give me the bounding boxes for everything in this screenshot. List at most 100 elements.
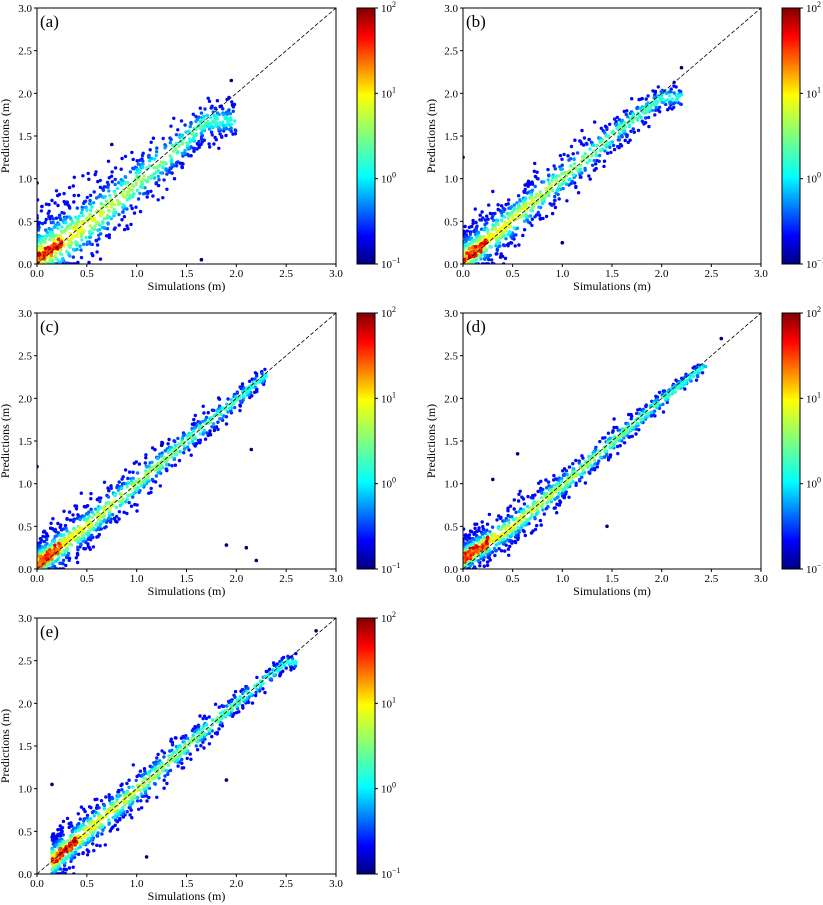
- scatter-point: [653, 404, 657, 408]
- scatter-point: [97, 825, 101, 829]
- scatter-point: [129, 204, 133, 208]
- scatter-point: [511, 517, 516, 522]
- scatter-point: [249, 692, 253, 696]
- scatter-point: [110, 501, 115, 505]
- scatter-point: [123, 813, 127, 817]
- y-tick-label: 0.0: [444, 564, 458, 576]
- scatter-point: [241, 691, 245, 696]
- scatter-point: [643, 411, 648, 416]
- scatter-point: [115, 804, 120, 808]
- scatter-point: [463, 235, 467, 239]
- scatter-point: [506, 547, 511, 551]
- scatter-point: [649, 413, 654, 418]
- scatter-point: [530, 217, 534, 221]
- scatter-point: [71, 235, 75, 239]
- scatter-point: [205, 421, 210, 426]
- scatter-point: [52, 245, 57, 250]
- scatter-point: [201, 419, 205, 424]
- scatter-point: [526, 505, 530, 509]
- scatter-point: [554, 179, 559, 183]
- scatter-point: [176, 443, 180, 447]
- scatter-point: [216, 420, 220, 424]
- scatter-point: [218, 104, 222, 109]
- scatter-point: [97, 233, 101, 237]
- scatter-point: [68, 223, 73, 227]
- scatter-point: [626, 115, 630, 119]
- scatter-point: [210, 734, 214, 739]
- scatter-point: [125, 485, 129, 489]
- scatter-point: [51, 865, 56, 869]
- scatter-point: [563, 485, 567, 490]
- scatter-point: [576, 191, 581, 195]
- scatter-point: [203, 418, 208, 422]
- scatter-point: [105, 205, 109, 209]
- scatter-point: [617, 135, 621, 139]
- scatter-point: [127, 778, 131, 782]
- scatter-point: [67, 226, 71, 231]
- scatter-point: [170, 743, 175, 747]
- scatter-point: [615, 425, 619, 430]
- scatter-point: [198, 714, 202, 718]
- colorbar-tick-label: 100: [381, 171, 396, 186]
- scatter-point: [534, 501, 538, 505]
- scatter-point: [141, 177, 145, 181]
- density-scatter-points: [37, 78, 238, 264]
- scatter-point: [571, 462, 575, 466]
- scatter-point: [80, 823, 85, 828]
- scatter-point: [93, 224, 97, 228]
- scatter-point: [104, 234, 109, 238]
- scatter-point: [669, 87, 673, 91]
- x-tick-label: 3.0: [329, 573, 343, 585]
- scatter-point: [478, 245, 483, 250]
- scatter-point: [160, 749, 164, 753]
- scatter-point: [522, 228, 527, 232]
- scatter-point: [118, 793, 122, 798]
- scatter-point: [585, 161, 589, 165]
- scatter-point: [630, 97, 634, 101]
- scatter-point: [89, 806, 93, 810]
- scatter-point: [158, 764, 162, 768]
- scatter-point: [533, 515, 537, 520]
- scatter-point: [466, 553, 470, 557]
- scatter-point: [666, 389, 671, 394]
- scatter-point: [181, 434, 185, 438]
- scatter-point: [95, 510, 100, 515]
- scatter-point: [112, 516, 117, 520]
- scatter-point: [125, 497, 129, 501]
- scatter-point: [93, 172, 97, 177]
- scatter-point: [118, 503, 122, 508]
- scatter-point: [250, 377, 254, 381]
- scatter-point: [120, 156, 124, 161]
- scatter-point: [44, 260, 48, 264]
- scatter-point: [595, 143, 600, 148]
- scatter-point: [553, 205, 558, 210]
- scatter-point: [235, 698, 239, 702]
- scatter-point: [134, 460, 138, 464]
- scatter-point: [139, 799, 143, 803]
- scatter-point: [169, 137, 173, 142]
- scatter-point: [634, 432, 638, 436]
- scatter-point: [171, 149, 176, 153]
- scatter-point: [494, 227, 498, 231]
- scatter-point: [226, 397, 230, 401]
- scatter-point: [85, 195, 90, 200]
- scatter-point: [115, 198, 119, 203]
- scatter-point: [594, 153, 598, 157]
- scatter-point: [62, 535, 66, 540]
- scatter-point: [627, 412, 631, 417]
- scatter-point: [59, 551, 63, 555]
- scatter-point: [655, 395, 660, 399]
- scatter-point: [224, 126, 228, 130]
- scatter-point: [502, 215, 507, 219]
- scatter-point: [106, 516, 111, 521]
- scatter-point: [122, 510, 126, 514]
- scatter-point: [139, 792, 144, 796]
- scatter-point: [661, 402, 665, 406]
- scatter-point: [165, 172, 169, 176]
- scatter-point: [488, 253, 492, 257]
- scatter-point: [583, 166, 587, 171]
- scatter-point: [137, 807, 141, 811]
- scatter-point: [600, 138, 605, 142]
- scatter-point: [184, 130, 188, 134]
- scatter-point: [163, 449, 167, 453]
